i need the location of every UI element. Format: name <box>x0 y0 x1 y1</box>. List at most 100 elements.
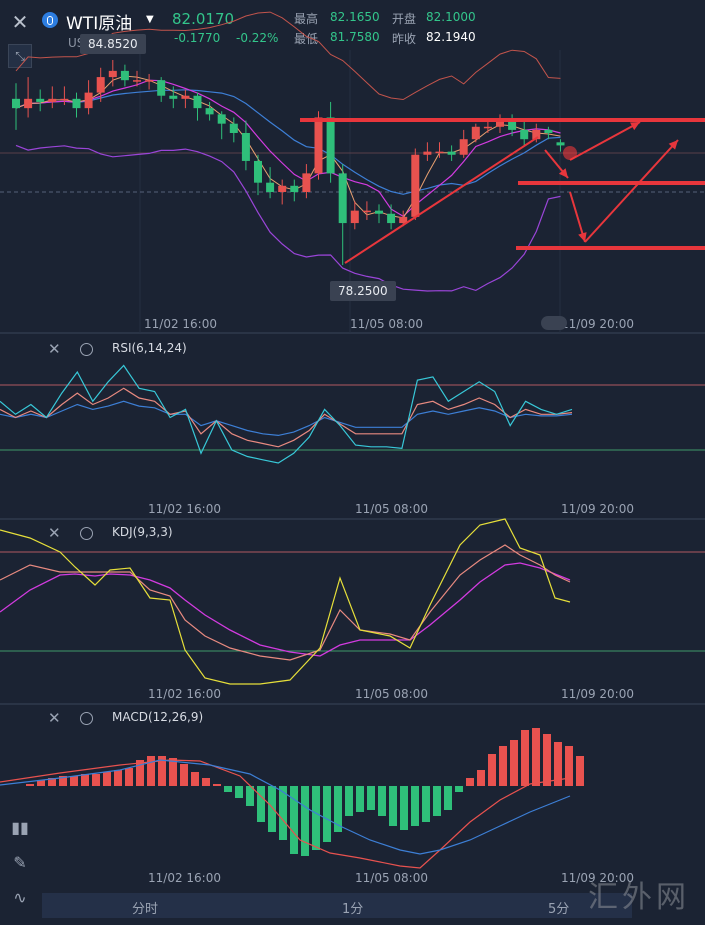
macd-histogram-bar <box>147 756 155 786</box>
candle-body <box>60 98 69 101</box>
last-price: 82.0170 <box>172 10 235 28</box>
candle-body <box>411 154 420 217</box>
macd-histogram-bar <box>191 772 199 786</box>
kdj-pane <box>0 518 571 685</box>
collapse-icon[interactable]: ⤡ <box>8 44 32 68</box>
candle-body <box>133 80 141 82</box>
macd-histogram-bar <box>48 778 56 786</box>
time-label: 11/09 20:00 <box>561 317 634 331</box>
macd-histogram-bar <box>257 786 265 822</box>
close-pane-icon[interactable]: ✕ <box>48 709 61 727</box>
macd-histogram-bar <box>411 786 419 826</box>
macd-histogram-bar <box>180 764 188 786</box>
macd-histogram-bar <box>125 768 133 786</box>
candle-body <box>496 120 504 127</box>
symbol-badge-icon <box>42 12 58 28</box>
macd-histogram-bar <box>334 786 342 832</box>
candle-body <box>84 92 93 109</box>
candle-body <box>423 151 432 155</box>
tab-timeshare[interactable]: 分时 <box>132 902 159 917</box>
macd-histogram-bar <box>290 786 298 854</box>
time-label: 11/09 20:00 <box>561 502 634 516</box>
arrow-head <box>558 168 568 178</box>
macd-histogram-bar <box>268 786 276 832</box>
macd-histogram-bar <box>37 780 45 786</box>
candle-body <box>157 80 166 96</box>
macd-dea-line <box>0 759 571 855</box>
candle-body <box>72 98 81 109</box>
scroll-handle[interactable] <box>541 316 567 330</box>
macd-histogram-bar <box>59 776 67 786</box>
macd-histogram-bar <box>466 778 474 786</box>
macd-histogram-bar <box>499 746 507 786</box>
candle-body <box>508 120 517 130</box>
bollinger-lower-line <box>15 144 561 292</box>
pane-label-kdj: KDJ(9,3,3) <box>112 525 173 539</box>
macd-histogram-bar <box>389 786 397 826</box>
symbol-title[interactable]: WTI原油 <box>66 14 133 34</box>
macd-histogram-bar <box>433 786 441 816</box>
tab-5min[interactable]: 5分 <box>548 902 570 917</box>
arrow-head <box>578 232 587 242</box>
candle-body <box>278 185 287 193</box>
macd-histogram-bar <box>444 786 452 810</box>
gear-icon[interactable] <box>80 343 93 356</box>
time-label: 11/09 20:00 <box>561 687 634 701</box>
macd-histogram-bar <box>235 786 243 798</box>
time-label: 11/05 08:00 <box>355 871 428 885</box>
candle-body <box>326 117 335 174</box>
macd-histogram-bar <box>301 786 309 856</box>
macd-histogram-bar <box>576 756 584 786</box>
candle-body <box>532 129 541 140</box>
close-icon[interactable]: ✕ <box>11 10 29 34</box>
arrow-head <box>630 122 640 131</box>
candle-body <box>229 123 238 133</box>
arrow-line <box>569 121 641 161</box>
candle-body <box>375 210 383 214</box>
quote-value-open: 82.1000 <box>426 10 476 24</box>
time-label: 11/05 08:00 <box>350 317 423 331</box>
candle-type-icon[interactable]: ▮▮ <box>11 818 29 837</box>
candle-body <box>544 129 553 133</box>
high-price-marker: 84.8520 <box>80 34 146 54</box>
macd-histogram-bar <box>477 770 485 786</box>
candle-body <box>290 185 299 193</box>
macd-histogram-bar <box>488 754 496 786</box>
tab-1min[interactable]: 1分 <box>342 902 364 917</box>
indicator-icon[interactable]: ∿ <box>13 888 27 907</box>
macd-histogram-bar <box>158 756 166 786</box>
macd-histogram-bar <box>81 774 89 786</box>
close-pane-icon[interactable]: ✕ <box>48 524 61 542</box>
gear-icon[interactable] <box>80 527 93 540</box>
candle-body <box>471 126 480 140</box>
candle-body <box>435 151 444 154</box>
candle-body <box>556 142 565 146</box>
quote-label-prev-close: 昨收 <box>392 32 417 46</box>
ma-line-magenta <box>15 79 561 218</box>
close-pane-icon[interactable]: ✕ <box>48 340 61 358</box>
gear-icon[interactable] <box>80 712 93 725</box>
macd-histogram-bar <box>114 770 122 786</box>
macd-histogram-bar <box>136 760 144 786</box>
candle-body <box>447 151 456 155</box>
macd-histogram-bar <box>312 786 320 850</box>
kdj-k-line <box>0 544 571 661</box>
macd-histogram-bar <box>543 734 551 786</box>
candle-body <box>241 132 250 161</box>
interval-bar <box>42 893 632 918</box>
price-change: -0.1770 <box>174 31 221 45</box>
candle-body <box>483 126 492 129</box>
chevron-down-icon[interactable]: ▼ <box>146 14 154 25</box>
pencil-icon[interactable]: ✎ <box>13 853 27 872</box>
macd-histogram-bar <box>202 778 210 786</box>
candle-body <box>120 70 129 81</box>
macd-histogram-bar <box>400 786 408 830</box>
macd-histogram-bar <box>532 728 540 786</box>
ma-line-blue <box>15 89 561 195</box>
ma-line-orange <box>15 75 561 219</box>
candle-body <box>459 139 468 155</box>
macd-histogram-bar <box>70 776 78 786</box>
candle-body <box>266 182 275 193</box>
rsi-pane <box>0 364 573 464</box>
